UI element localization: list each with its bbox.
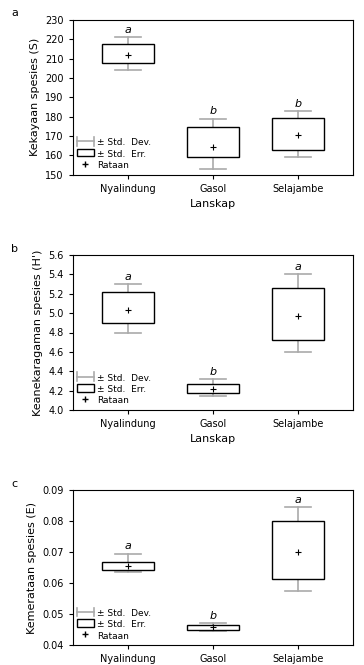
Legend: ± Std.  Dev., ± Std.  Err., Rataan: ± Std. Dev., ± Std. Err., Rataan bbox=[75, 372, 153, 407]
Text: b: b bbox=[209, 106, 217, 116]
Bar bbox=[102, 292, 154, 323]
Text: a: a bbox=[124, 272, 131, 282]
Text: a: a bbox=[294, 262, 301, 272]
X-axis label: Lanskap: Lanskap bbox=[190, 200, 236, 209]
Text: c: c bbox=[11, 479, 17, 489]
Y-axis label: Keanekaragaman spesies (H'): Keanekaragaman spesies (H') bbox=[33, 249, 43, 416]
Bar bbox=[102, 44, 154, 63]
Legend: ± Std.  Dev., ± Std.  Err., Rataan: ± Std. Dev., ± Std. Err., Rataan bbox=[75, 136, 153, 172]
Bar bbox=[187, 625, 239, 630]
Text: a: a bbox=[294, 495, 301, 505]
Bar bbox=[102, 562, 154, 570]
Text: b: b bbox=[11, 243, 18, 253]
Text: a: a bbox=[11, 9, 18, 19]
Text: a: a bbox=[124, 25, 131, 35]
Text: a: a bbox=[124, 541, 131, 551]
Bar bbox=[272, 118, 324, 150]
Text: b: b bbox=[209, 611, 217, 621]
Bar bbox=[187, 127, 239, 157]
Text: b: b bbox=[294, 98, 301, 108]
Bar bbox=[187, 384, 239, 394]
Legend: ± Std.  Dev., ± Std.  Err., Rataan: ± Std. Dev., ± Std. Err., Rataan bbox=[75, 607, 153, 642]
X-axis label: Lanskap: Lanskap bbox=[190, 434, 236, 444]
Bar bbox=[272, 288, 324, 340]
Y-axis label: Kemerataan spesies (E): Kemerataan spesies (E) bbox=[27, 501, 37, 634]
Bar bbox=[272, 521, 324, 579]
Y-axis label: Kekayaan spesies (S): Kekayaan spesies (S) bbox=[29, 38, 40, 156]
Text: b: b bbox=[209, 366, 217, 376]
